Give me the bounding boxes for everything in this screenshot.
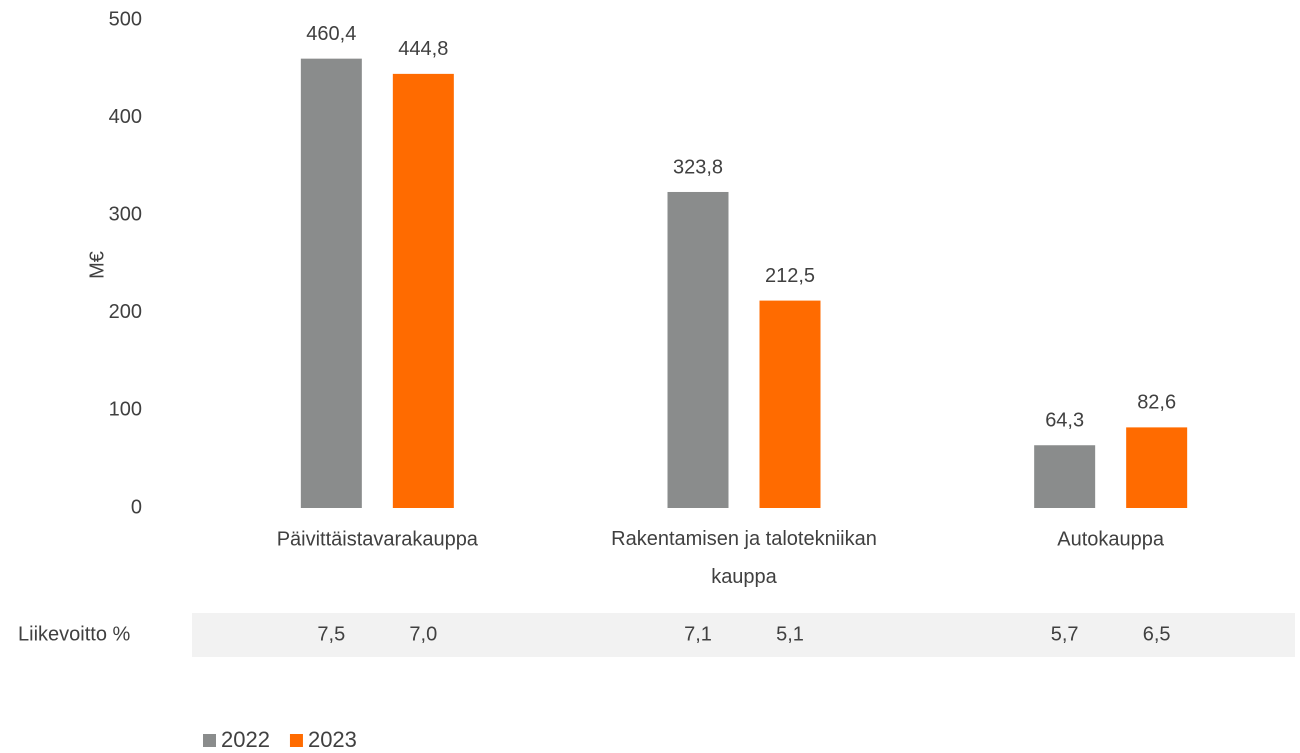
y-tick-label: 400 xyxy=(109,106,142,128)
table-row-label: Liikevoitto % xyxy=(18,623,130,645)
y-axis-label: M€ xyxy=(86,251,108,279)
y-tick-label: 0 xyxy=(131,496,142,518)
data-label: 460,4 xyxy=(306,23,356,45)
bar xyxy=(1034,445,1096,508)
table-cell: 5,1 xyxy=(776,623,804,645)
data-label: 82,6 xyxy=(1137,392,1176,414)
bar xyxy=(667,191,729,509)
legend-label: 2023 xyxy=(308,727,357,752)
legend-label: 2022 xyxy=(221,727,270,752)
y-tick-label: 300 xyxy=(109,203,142,225)
table-cell: 7,1 xyxy=(684,623,712,645)
x-tick-label: Rakentamisen ja talotekniikan kauppa xyxy=(611,528,877,588)
bar xyxy=(1126,427,1188,508)
table-cell: 7,0 xyxy=(409,623,437,645)
bar xyxy=(392,73,454,509)
table-cell: 5,7 xyxy=(1051,623,1079,645)
data-label: 323,8 xyxy=(673,156,723,178)
data-label: 444,8 xyxy=(398,38,448,60)
x-tick-label: Päivittäistavarakauppa xyxy=(277,528,479,550)
legend-swatch xyxy=(289,734,303,747)
data-label: 64,3 xyxy=(1045,410,1084,432)
data-label: 212,5 xyxy=(765,265,815,287)
x-tick-label: Autokauppa xyxy=(1057,528,1165,550)
legend-swatch xyxy=(203,734,216,747)
table-row-band xyxy=(192,613,1295,657)
bar xyxy=(759,300,821,508)
y-tick-label: 200 xyxy=(109,301,142,323)
y-tick-label: 500 xyxy=(109,8,142,30)
table-cell: 6,5 xyxy=(1143,623,1171,645)
table-cell: 7,5 xyxy=(317,623,345,645)
bar xyxy=(300,58,362,509)
y-tick-label: 100 xyxy=(109,399,142,421)
